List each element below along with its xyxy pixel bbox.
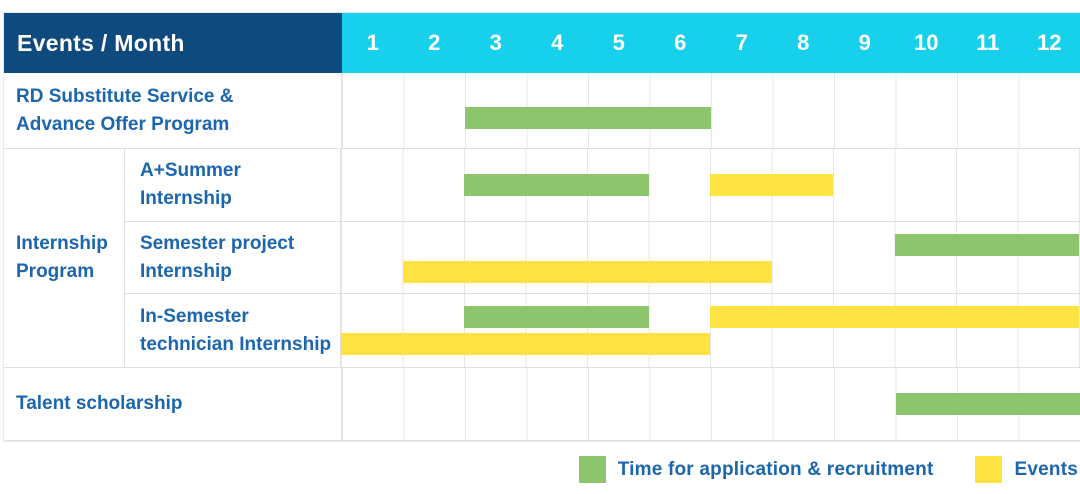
month-header-3: 3 xyxy=(489,30,502,55)
table-row-talent-scholarship: Talent scholarship xyxy=(4,368,1080,441)
table-header-title: Events / Month xyxy=(4,13,342,73)
table-row-a-plus-summer: A+Summer Internship xyxy=(125,149,1080,221)
month-header-6: 6 xyxy=(674,30,687,55)
green-swatch-icon xyxy=(578,456,606,483)
legend-label-application: Time for application & recruitment xyxy=(617,458,934,480)
internship-program-group: Internship Program A+Summer Internship S… xyxy=(4,149,1080,368)
table-row-rd-substitute: RD Substitute Service & Advance Offer Pr… xyxy=(4,73,1080,149)
gantt-bar-event xyxy=(710,174,833,196)
events-month-gantt-table: Events / Month 1 2 3 4 5 6 7 8 9 10 11 1… xyxy=(3,12,1080,442)
legend-item-events: Events xyxy=(975,456,1078,483)
row-label-talent-scholarship: Talent scholarship xyxy=(4,368,342,440)
table-row-semester-project: Semester project Internship xyxy=(125,220,1080,294)
month-header-10: 10 xyxy=(914,30,939,55)
yellow-swatch-icon xyxy=(975,456,1003,483)
internship-subrows: A+Summer Internship Semester project Int… xyxy=(125,149,1080,367)
row-timeline-rd-substitute xyxy=(342,73,1080,148)
group-label-internship-program: Internship Program xyxy=(4,149,125,367)
row-label-a-plus-summer: A+Summer Internship xyxy=(125,149,341,221)
row-timeline-talent-scholarship xyxy=(342,368,1080,440)
month-header-12: 12 xyxy=(1037,30,1062,55)
gantt-bar-event xyxy=(341,333,710,356)
row-label-in-semester-technician: In-Semester technician Internship xyxy=(125,294,341,367)
gantt-bar-application xyxy=(464,174,649,196)
month-header-7: 7 xyxy=(735,30,748,55)
month-header-2: 2 xyxy=(428,30,441,55)
gantt-bar-application xyxy=(464,306,649,329)
gantt-bar-application xyxy=(895,393,1080,415)
row-timeline-semester-project xyxy=(341,221,1080,294)
month-header-5: 5 xyxy=(612,30,625,55)
table-row-in-semester-technician: In-Semester technician Internship xyxy=(125,293,1080,367)
month-header-1: 1 xyxy=(366,30,379,55)
month-header-11: 11 xyxy=(976,30,1000,55)
gantt-bar-event xyxy=(710,306,1079,329)
row-timeline-a-plus-summer xyxy=(341,149,1080,221)
legend: Time for application & recruitment Event… xyxy=(578,456,1078,483)
gantt-bar-application xyxy=(894,233,1079,256)
month-header-4: 4 xyxy=(551,30,564,55)
table-header-row: Events / Month 1 2 3 4 5 6 7 8 9 10 11 1… xyxy=(4,13,1080,73)
month-header-9: 9 xyxy=(858,30,871,55)
gantt-bar-application xyxy=(465,107,711,129)
month-header-8: 8 xyxy=(797,30,810,55)
month-header-strip: 1 2 3 4 5 6 7 8 9 10 11 12 xyxy=(342,13,1080,73)
legend-item-application: Time for application & recruitment xyxy=(578,456,934,483)
row-timeline-in-semester-technician xyxy=(341,294,1080,367)
row-label-rd-substitute: RD Substitute Service & Advance Offer Pr… xyxy=(4,73,342,148)
gantt-bar-event xyxy=(402,260,772,283)
row-label-semester-project: Semester project Internship xyxy=(125,221,341,294)
legend-label-events: Events xyxy=(1014,458,1078,480)
